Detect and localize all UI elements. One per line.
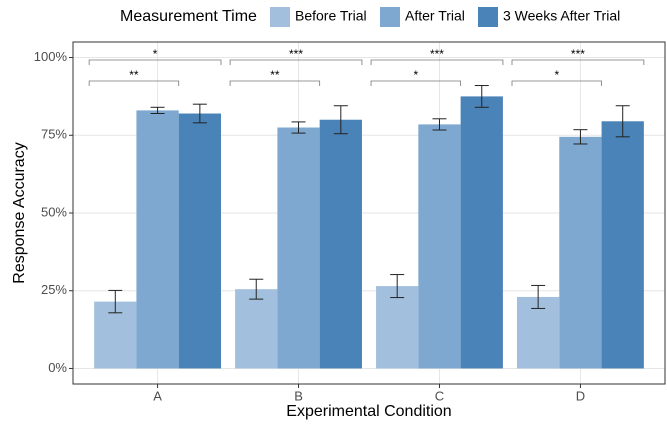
bracket-line — [511, 59, 645, 65]
error-bar — [192, 103, 207, 124]
error-bar — [615, 105, 630, 138]
y-tick-label: 100% — [34, 49, 68, 64]
x-tick-label: C — [435, 388, 444, 403]
error-bar — [291, 121, 306, 134]
legend-key — [380, 7, 400, 27]
bracket-line — [229, 59, 363, 65]
bracket-line — [88, 80, 180, 86]
significance-bracket: *** — [511, 47, 645, 65]
significance-label: *** — [571, 47, 585, 61]
error-bar — [432, 118, 447, 131]
bar — [235, 289, 278, 369]
significance-bracket: ** — [88, 68, 180, 86]
legend-title: Measurement Time — [120, 8, 257, 25]
significance-label: *** — [430, 47, 444, 61]
y-tick-label: 0% — [48, 360, 67, 375]
significance-bracket: * — [370, 68, 462, 86]
significance-label: *** — [289, 47, 303, 61]
significance-bracket: ** — [229, 68, 321, 86]
y-tick-label: 75% — [41, 127, 67, 142]
legend-key — [478, 7, 498, 27]
bar — [319, 119, 362, 369]
error-bar — [150, 106, 165, 115]
y-axis-title: Response Accuracy — [11, 142, 28, 283]
marks — [94, 85, 644, 369]
error-bar — [249, 278, 264, 300]
x-tick-label: B — [294, 388, 303, 403]
significance-label: * — [413, 68, 418, 82]
legend-label: After Trial — [405, 8, 465, 24]
bracket-line — [370, 80, 462, 86]
bar — [178, 113, 221, 369]
x-axis-title: Experimental Condition — [286, 403, 451, 420]
bar — [277, 127, 320, 369]
bracket-line — [88, 59, 222, 65]
bar — [376, 286, 419, 369]
error-bar — [474, 85, 489, 108]
bar — [460, 96, 503, 369]
error-bar — [531, 284, 546, 309]
error-bar — [333, 105, 348, 135]
bracket-line — [229, 80, 321, 86]
bar — [601, 121, 644, 369]
bar — [559, 136, 602, 369]
significance-bracket: * — [511, 68, 602, 86]
significance-label: ** — [270, 68, 280, 82]
legend-label: 3 Weeks After Trial — [503, 8, 620, 24]
legend-label: Before Trial — [295, 8, 367, 24]
error-bar — [108, 289, 123, 314]
significance-bracket: *** — [370, 47, 504, 65]
significance-bracket: *** — [229, 47, 363, 65]
x-tick-label: A — [153, 388, 162, 403]
significance-bracket: * — [88, 47, 222, 65]
x-tick-label: D — [576, 388, 585, 403]
error-bar — [390, 274, 405, 299]
bar — [418, 124, 461, 369]
y-tick-label: 25% — [41, 282, 67, 297]
significance-label: ** — [129, 68, 139, 82]
legend-key — [270, 7, 290, 27]
significance-label: * — [153, 47, 158, 61]
bracket-line — [370, 59, 504, 65]
bar — [136, 110, 179, 369]
error-bar — [573, 129, 588, 145]
bracket-line — [511, 80, 602, 86]
significance-label: * — [554, 68, 559, 82]
y-tick-label: 50% — [41, 204, 67, 219]
